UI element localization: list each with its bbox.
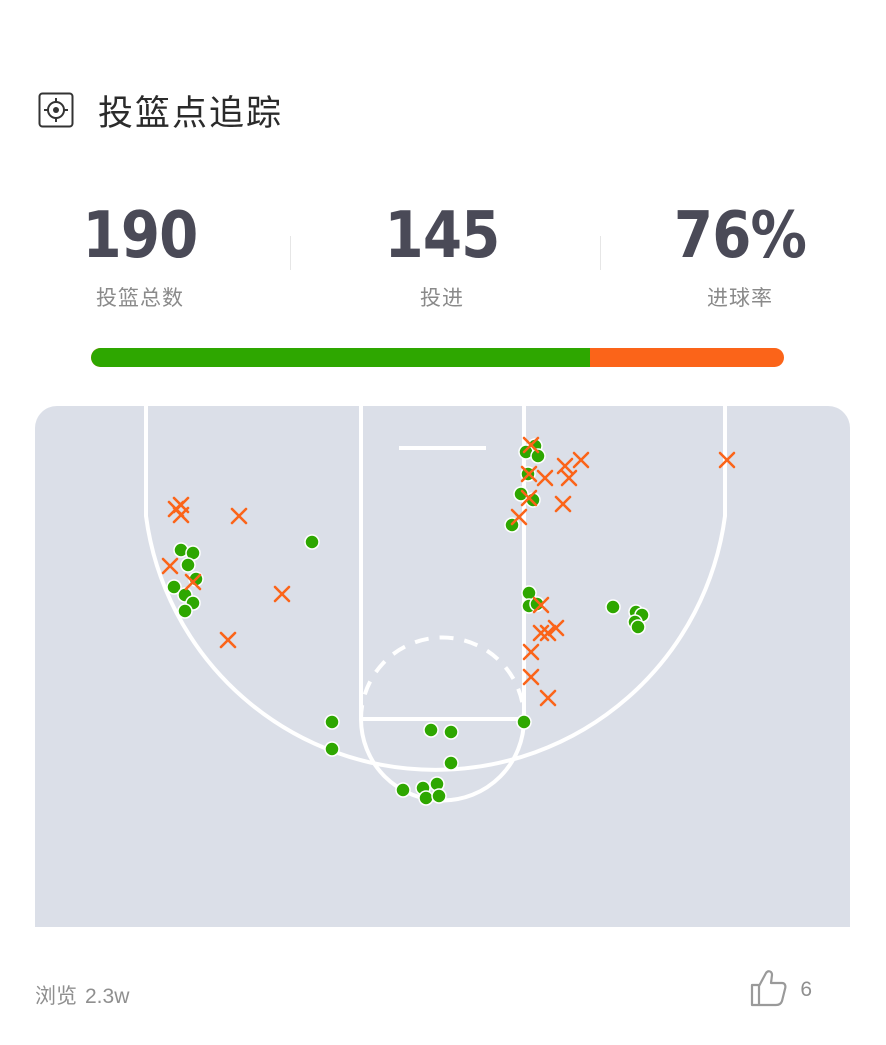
shot-progress-bar — [91, 348, 784, 367]
missed-shot-marker — [532, 624, 550, 642]
stat-made-value: 145 — [384, 199, 501, 273]
missed-shot-marker — [572, 451, 590, 469]
made-shot-marker — [530, 448, 546, 464]
made-shot-marker — [513, 486, 529, 502]
made-shot-marker — [516, 714, 532, 730]
missed-shot-marker — [522, 436, 540, 454]
stat-divider — [290, 236, 291, 270]
like-button[interactable]: 6 — [748, 968, 812, 1012]
stat-total-value: 190 — [82, 199, 199, 273]
stat-total-shots: 190 投篮总数 — [40, 196, 240, 312]
made-shot-marker — [166, 579, 182, 595]
views-value: 2.3w — [85, 985, 130, 1008]
missed-shot-marker — [522, 668, 540, 686]
made-shot-marker — [395, 782, 411, 798]
stat-percentage-label: 进球率 — [707, 286, 773, 310]
target-icon — [38, 92, 74, 128]
missed-shot-marker — [536, 469, 554, 487]
thumbs-up-icon[interactable] — [748, 968, 788, 1012]
section-title: 投篮点追踪 — [98, 93, 284, 134]
missed-shot-marker — [219, 631, 237, 649]
missed-shot-marker — [161, 557, 179, 575]
made-shot-marker — [324, 741, 340, 757]
made-shot-marker — [605, 599, 621, 615]
made-shot-marker — [324, 714, 340, 730]
post-footer: 浏览 2.3w 6 — [35, 970, 850, 1010]
missed-shot-marker — [539, 689, 557, 707]
missed-shot-marker — [522, 643, 540, 661]
stat-percentage-value: 76% — [673, 199, 807, 273]
missed-shot-marker — [230, 507, 248, 525]
made-shot-marker — [443, 755, 459, 771]
section-header: 投篮点追踪 — [38, 88, 283, 134]
missed-shot-marker — [510, 508, 528, 526]
made-shot-marker — [304, 534, 320, 550]
missed-shot-marker — [273, 585, 291, 603]
free-throw-dashed-arc — [359, 635, 526, 720]
made-shot-marker — [418, 790, 434, 806]
stat-total-label: 投篮总数 — [96, 286, 184, 310]
view-count: 浏览 2.3w — [35, 980, 129, 1010]
made-shot-marker — [443, 724, 459, 740]
court-svg — [144, 406, 736, 806]
stats-row: 190 投篮总数 145 投进 76% 进球率 — [0, 196, 886, 326]
three-point-line — [144, 406, 727, 772]
missed-shot-marker — [184, 573, 202, 591]
missed-shot-marker — [539, 624, 557, 642]
stat-percentage: 76% 进球率 — [640, 196, 840, 312]
made-shot-marker — [630, 619, 646, 635]
missed-shot-marker — [547, 619, 565, 637]
views-label: 浏览 — [35, 984, 77, 1008]
missed-shot-marker — [532, 596, 550, 614]
missed-shot-marker — [556, 457, 574, 475]
like-count: 6 — [800, 978, 812, 1001]
missed-shot-marker — [554, 495, 572, 513]
missed-shot-marker — [718, 451, 736, 469]
missed-shot-marker — [560, 469, 578, 487]
stat-made-label: 投进 — [420, 286, 464, 310]
made-shot-marker — [431, 788, 447, 804]
made-shots-fill — [91, 348, 590, 367]
made-shot-marker — [177, 603, 193, 619]
stat-made-shots: 145 投进 — [342, 196, 542, 312]
missed-shot-marker — [520, 465, 538, 483]
missed-shot-marker — [172, 506, 190, 524]
stat-divider — [600, 236, 601, 270]
made-shot-marker — [180, 557, 196, 573]
made-shot-marker — [423, 722, 439, 738]
shot-chart-court — [35, 406, 850, 927]
missed-shot-marker — [520, 489, 538, 507]
made-shot-marker — [529, 596, 545, 612]
